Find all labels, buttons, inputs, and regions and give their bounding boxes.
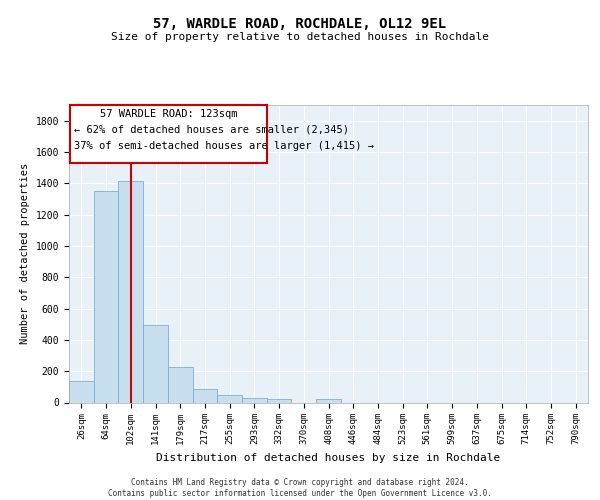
Text: 57 WARDLE ROAD: 123sqm: 57 WARDLE ROAD: 123sqm — [100, 110, 237, 120]
Bar — [193, 389, 217, 402]
Bar — [242, 398, 267, 402]
Bar — [267, 400, 292, 402]
X-axis label: Distribution of detached houses by size in Rochdale: Distribution of detached houses by size … — [157, 453, 500, 463]
Bar — [94, 191, 118, 402]
Text: 37% of semi-detached houses are larger (1,415) →: 37% of semi-detached houses are larger (… — [74, 140, 374, 150]
Bar — [316, 400, 341, 402]
Bar — [118, 181, 143, 402]
Text: 57, WARDLE ROAD, ROCHDALE, OL12 9EL: 57, WARDLE ROAD, ROCHDALE, OL12 9EL — [154, 18, 446, 32]
Text: Size of property relative to detached houses in Rochdale: Size of property relative to detached ho… — [111, 32, 489, 42]
Bar — [69, 380, 94, 402]
Bar — [217, 394, 242, 402]
Y-axis label: Number of detached properties: Number of detached properties — [20, 163, 30, 344]
Bar — [143, 325, 168, 402]
Text: ← 62% of detached houses are smaller (2,345): ← 62% of detached houses are smaller (2,… — [74, 124, 349, 134]
FancyBboxPatch shape — [70, 105, 267, 163]
Bar — [168, 368, 193, 402]
Text: Contains HM Land Registry data © Crown copyright and database right 2024.
Contai: Contains HM Land Registry data © Crown c… — [108, 478, 492, 498]
